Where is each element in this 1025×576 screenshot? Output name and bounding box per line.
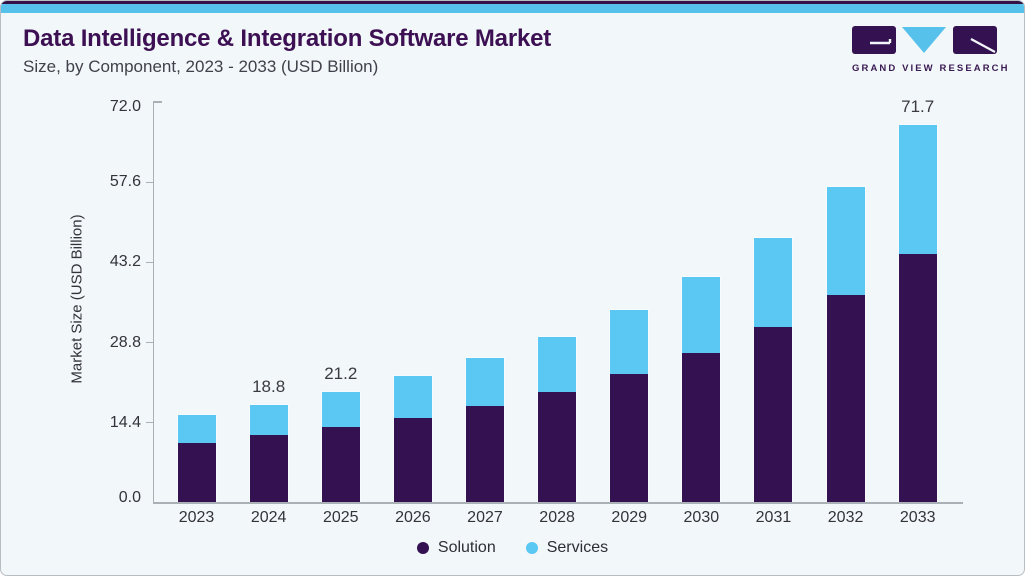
bar-2028 [537, 336, 578, 503]
x-tick-label-2024: 2024 [250, 509, 287, 526]
x-tick-label-2033: 2033 [899, 509, 936, 526]
x-tick-label-2029: 2029 [611, 509, 648, 526]
chart-subtitle: Size, by Component, 2023 - 2033 (USD Bil… [23, 57, 379, 76]
bar-2025 [320, 390, 361, 503]
bar-solution-2023 [177, 442, 216, 502]
logo-v-triangle-icon [902, 27, 946, 53]
bar-services-2030 [682, 277, 721, 353]
bar-services-2025 [321, 391, 360, 428]
x-tick-label-2027: 2027 [467, 509, 503, 526]
bar-services-2033 [898, 124, 937, 255]
x-tick-label-2026: 2026 [395, 509, 431, 526]
gvr-logo-mark-icon [852, 26, 997, 54]
bar-services-2031 [754, 238, 793, 328]
x-tick-label-2030: 2030 [683, 509, 720, 526]
x-tick-label-2023: 2023 [178, 509, 215, 526]
y-tick-label: 0.0 [118, 489, 141, 506]
bar-solution-2030 [682, 352, 721, 502]
bar-solution-2029 [610, 374, 649, 502]
x-tick-label-2032: 2032 [827, 509, 864, 526]
chart-title: Data Intelligence & Integration Software… [23, 25, 552, 52]
bar-solution-2027 [465, 405, 504, 502]
y-tick-mark [146, 261, 153, 263]
bar-services-2027 [465, 357, 504, 406]
y-axis-spine [153, 102, 155, 503]
bar-solution-2026 [393, 418, 432, 502]
bar-solution-2031 [754, 327, 793, 502]
y-tick-label: 43.2 [109, 253, 141, 271]
bar-2024 [248, 403, 289, 503]
y-tick-mark [146, 181, 153, 183]
y-tick-label: 14.4 [109, 413, 141, 431]
bar-services-2028 [538, 337, 577, 392]
y-tick-label: 57.6 [109, 173, 141, 191]
bar-services-2029 [610, 310, 649, 375]
logo-text: GRAND VIEW RESEARCH [852, 63, 1010, 74]
bar-services-2024 [249, 404, 288, 436]
bar-total-label-2025: 21.2 [324, 363, 358, 383]
bar-total-label-2024: 18.8 [252, 376, 286, 396]
legend-swatch-solution [416, 542, 429, 554]
header: Data Intelligence & Integration Software… [23, 25, 551, 77]
y-axis-title: Market Size (USD Billion) [68, 214, 86, 384]
y-tick-label: 72.0 [109, 98, 141, 115]
x-tick-label-2028: 2028 [539, 509, 575, 526]
bar-2023 [176, 414, 217, 503]
legend-label-solution: Solution [437, 539, 496, 556]
bar-2033 [897, 123, 938, 503]
bar-services-2032 [826, 187, 865, 296]
legend-item-services: Services [525, 539, 609, 557]
bar-2029 [609, 309, 650, 503]
legend-item-solution: Solution [416, 539, 496, 557]
bar-solution-2033 [898, 254, 937, 502]
y-tick-label: 28.8 [109, 333, 141, 351]
legend-label-services: Services [546, 539, 609, 556]
y-tick-mark [146, 342, 153, 344]
x-tick-label-2025: 2025 [322, 509, 359, 526]
grand-view-research-logo: GRAND VIEW RESEARCH [852, 26, 1010, 74]
bar-2027 [464, 356, 505, 503]
accent-strip [1, 1, 1024, 13]
bar-solution-2025 [321, 427, 360, 502]
bar-solution-2024 [249, 435, 288, 502]
bar-2030 [681, 276, 722, 503]
x-tick-label-2031: 2031 [755, 509, 792, 526]
legend-swatch-services [525, 542, 538, 554]
legend: Solution Services [1, 539, 1024, 557]
bar-2031 [753, 237, 794, 503]
bar-2032 [825, 186, 866, 503]
y-tick-mark [146, 422, 153, 424]
bar-total-label-2033: 71.7 [901, 96, 935, 116]
bar-solution-2032 [826, 295, 865, 502]
bar-solution-2028 [538, 391, 577, 502]
bar-services-2023 [177, 415, 216, 443]
bar-2026 [392, 374, 433, 503]
x-axis-line [153, 502, 963, 504]
y-axis-top-cap [153, 101, 162, 103]
bar-services-2026 [393, 375, 432, 419]
